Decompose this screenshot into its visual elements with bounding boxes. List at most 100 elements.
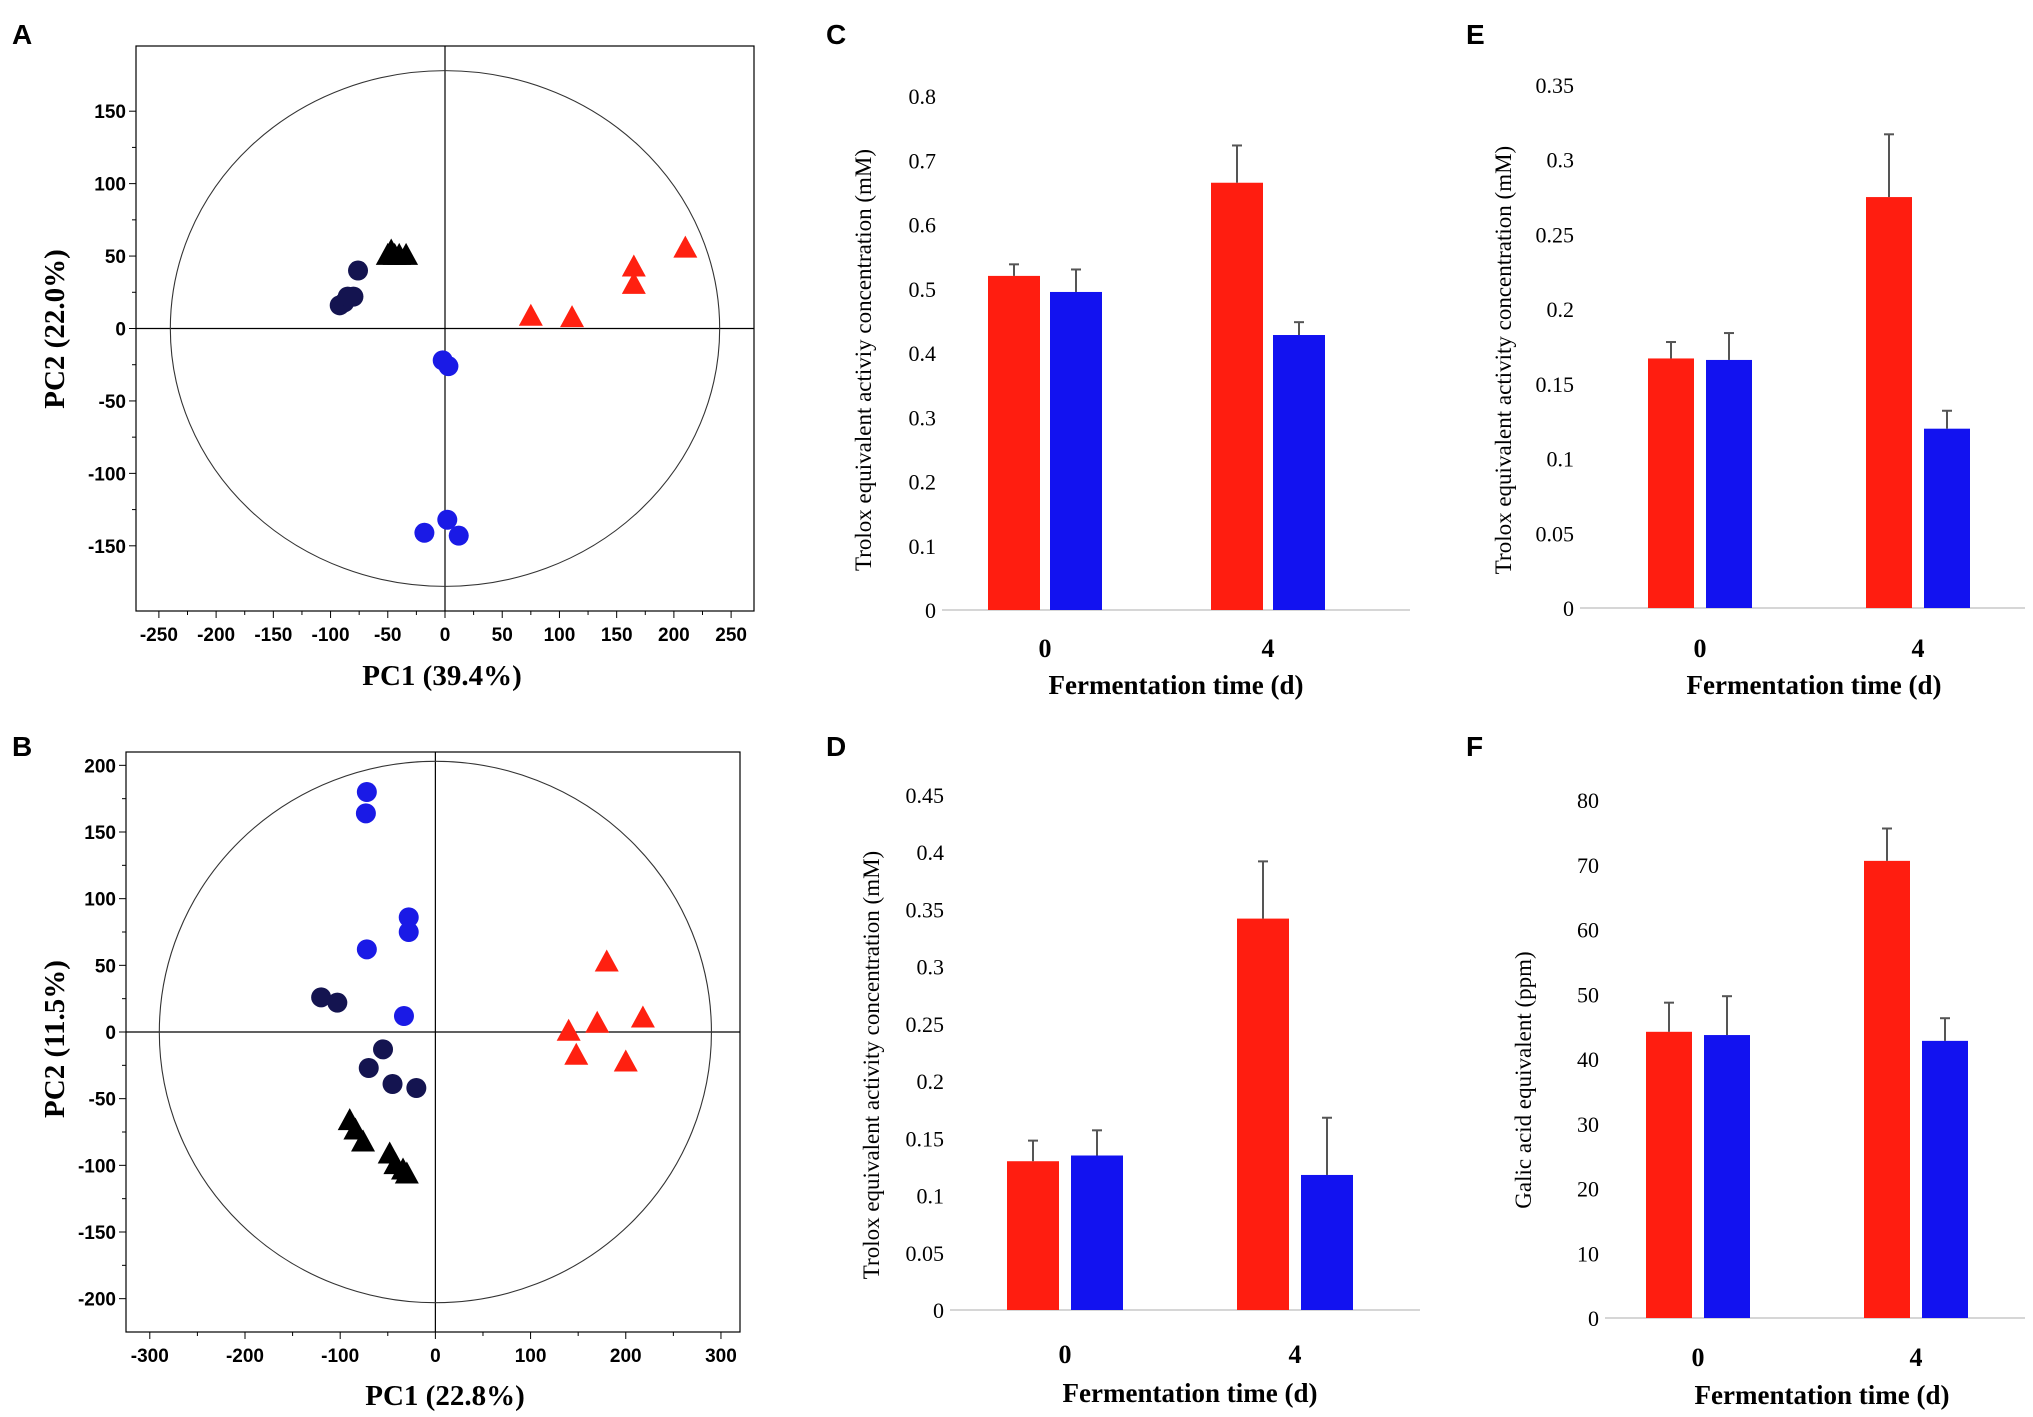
panel-a-y-axis-label: PC2 (22.0%) xyxy=(39,249,71,408)
panel-a-x-tick-label: 150 xyxy=(601,625,633,646)
panel-f-y-tick-label: 30 xyxy=(1577,1112,1599,1137)
panel-e-category-label: 4 xyxy=(1912,634,1925,663)
panel-c-y-axis-label: Trolox equivalent activiy concentration … xyxy=(851,149,876,571)
panel-e-bar-blue-4 xyxy=(1924,428,1970,608)
panel-a-point-group-blue-circles xyxy=(437,509,458,530)
panel-a-point-group-blue-circles xyxy=(414,522,435,543)
panel-f-bar-red-0 xyxy=(1646,1031,1692,1318)
panel-d-bar-red-4 xyxy=(1237,918,1289,1310)
panel-c-letter: C xyxy=(826,19,846,50)
panel-a-x-tick-label: -150 xyxy=(254,625,292,646)
panel-f-y-tick-label: 10 xyxy=(1577,1241,1599,1266)
panel-a-x-tick-label: -200 xyxy=(197,625,235,646)
panel-d-y-tick-label: 0.1 xyxy=(917,1184,945,1209)
panel-d-letter: D xyxy=(826,731,846,762)
panel-a-x-tick-label: 100 xyxy=(544,625,576,646)
panel-b-y-tick-label: 50 xyxy=(95,956,116,977)
panel-a-point-group-dark-circles xyxy=(348,260,369,281)
panel-d-y-tick-label: 0.15 xyxy=(906,1126,945,1151)
panel-c-y-tick-label: 0.6 xyxy=(909,213,937,238)
panel-b-confidence-ellipse xyxy=(158,760,712,1304)
panel-e-bar-red-4 xyxy=(1866,197,1912,609)
panel-b-y-tick-label: 150 xyxy=(84,823,116,844)
panel-b-point-group-dark-circles xyxy=(358,1058,379,1078)
panel-c-y-tick-label: 0.1 xyxy=(909,534,937,559)
panel-f-y-tick-label: 80 xyxy=(1577,788,1599,813)
panel-b-point-group-blue-circles xyxy=(356,939,377,960)
panel-d-bar-blue-4 xyxy=(1301,1174,1353,1310)
panel-c-bar-red-0 xyxy=(988,275,1040,610)
panel-f-bar-blue-4 xyxy=(1922,1040,1968,1318)
panel-a-y-tick-label: -100 xyxy=(88,464,126,485)
panel-e-y-tick-label: 0.25 xyxy=(1536,222,1575,247)
panel-f-plot: 0 10 20 30 40 50 60 70 80 0 4 xyxy=(1577,788,2025,1372)
panel-b-y-axis-label: PC2 (11.5%) xyxy=(39,960,71,1118)
panel-b-frame xyxy=(125,751,741,1333)
panel-f-y-tick-label: 70 xyxy=(1577,853,1599,878)
panel-e-bar-blue-0 xyxy=(1706,359,1752,608)
panel-d-y-tick-label: 0.05 xyxy=(906,1241,945,1266)
panel-a-y-tick-label: 0 xyxy=(115,320,126,341)
panel-f-y-tick-label: 20 xyxy=(1577,1177,1599,1202)
panel-b-x-tick-label: 100 xyxy=(515,1346,547,1367)
panel-e: E 0 0.05 0.1 0.15 0.2 0.25 0.3 0.35 0 4 Fermentat… xyxy=(1466,19,2025,700)
panel-d-y-tick-label: 0.35 xyxy=(906,897,945,922)
panel-d-y-tick-label: 0.4 xyxy=(917,840,945,865)
panel-d-y-tick-label: 0.2 xyxy=(917,1069,945,1094)
panel-a-x-tick-label: -100 xyxy=(312,625,350,646)
panel-d-y-tick-label: 0.3 xyxy=(917,955,945,980)
panel-b-point-group-red-triangles xyxy=(594,949,619,972)
panel-a-y-tick-label: 50 xyxy=(105,247,126,268)
panel-c-bar-blue-4 xyxy=(1273,335,1325,610)
panel-e-y-tick-label: 0.35 xyxy=(1536,73,1575,98)
panel-b-y-tick-label: 0 xyxy=(105,1023,116,1044)
panel-b-point-group-red-triangles xyxy=(585,1010,610,1033)
panel-b-point-group-blue-circles xyxy=(356,782,377,802)
panel-f-y-tick-label: 50 xyxy=(1577,982,1599,1007)
panel-a-point-group-red-triangles xyxy=(560,305,585,328)
panel-f-bar-blue-0 xyxy=(1704,1035,1750,1318)
panel-b-point-group-blue-circles xyxy=(393,1006,414,1026)
panel-a-plot: -250 -200 -150 -100 -50 0 50 100 150 200 250 -150 -1… xyxy=(88,45,755,646)
panel-b-point-group-red-triangles xyxy=(630,1005,655,1028)
panel-e-plot: 0 0.05 0.1 0.15 0.2 0.25 0.3 0.35 0 4 xyxy=(1536,73,2025,663)
panel-d-y-tick-label: 0.45 xyxy=(906,783,945,808)
panel-d-plot: 0 0.05 0.1 0.15 0.2 0.25 0.3 0.35 0.4 0.45 0 4 xyxy=(906,783,1420,1369)
panel-c: C 0 0.1 0.2 0.3 0.4 0.5 0.6 0.7 0.8 0 4 Fermentati… xyxy=(826,19,1410,700)
panel-a-x-tick-label: 0 xyxy=(440,625,451,646)
panel-d-bar-blue-0 xyxy=(1071,1155,1123,1310)
panel-a-point-group-black-triangles xyxy=(379,238,404,261)
panel-e-y-tick-label: 0 xyxy=(1563,596,1574,621)
panel-c-y-tick-label: 0.7 xyxy=(909,148,937,173)
panel-b-point-group-black-triangles xyxy=(351,1129,376,1152)
panel-f-bar-red-4 xyxy=(1864,860,1910,1318)
panel-f-category-label: 4 xyxy=(1910,1343,1923,1372)
panel-b-y-tick-label: -100 xyxy=(78,1156,116,1177)
panel-a-point-group-blue-circles xyxy=(448,525,469,546)
panel-d-x-axis-label: Fermentation time (d) xyxy=(1063,1378,1318,1408)
panel-c-y-tick-label: 0.3 xyxy=(909,405,937,430)
panel-a-x-tick-label: 250 xyxy=(715,625,747,646)
panel-e-y-tick-label: 0.1 xyxy=(1547,447,1575,472)
panel-d-category-label: 0 xyxy=(1059,1340,1072,1369)
panel-a-confidence-ellipse xyxy=(169,70,721,587)
panel-d-y-axis-label: Trolox equivalent activity concentration… xyxy=(859,851,884,1279)
panel-c-y-tick-label: 0 xyxy=(925,598,936,623)
panel-e-y-tick-label: 0.15 xyxy=(1536,372,1575,397)
panel-b-point-group-dark-circles xyxy=(373,1039,394,1060)
panel-a-point-group-red-triangles xyxy=(621,254,646,277)
panel-f-category-label: 0 xyxy=(1692,1343,1705,1372)
panel-c-category-label: 4 xyxy=(1262,634,1275,663)
panel-a-y-tick-label: -50 xyxy=(99,392,126,413)
panel-e-y-tick-label: 0.2 xyxy=(1547,297,1575,322)
panel-a: A -250 -200 -150 -100 -50 0 50 100 150 200 250 -150… xyxy=(12,19,755,692)
panel-b-y-tick-label: 200 xyxy=(84,756,116,777)
panel-a-letter: A xyxy=(12,19,32,50)
panel-a-x-tick-label: -250 xyxy=(140,625,178,646)
panel-e-y-tick-label: 0.05 xyxy=(1536,521,1575,546)
panel-d-y-tick-label: 0 xyxy=(933,1298,944,1323)
panel-e-x-axis-label: Fermentation time (d) xyxy=(1687,670,1942,700)
panel-b-point-group-red-triangles xyxy=(564,1042,589,1065)
panel-c-category-label: 0 xyxy=(1039,634,1052,663)
panel-c-y-tick-label: 0.5 xyxy=(909,277,937,302)
